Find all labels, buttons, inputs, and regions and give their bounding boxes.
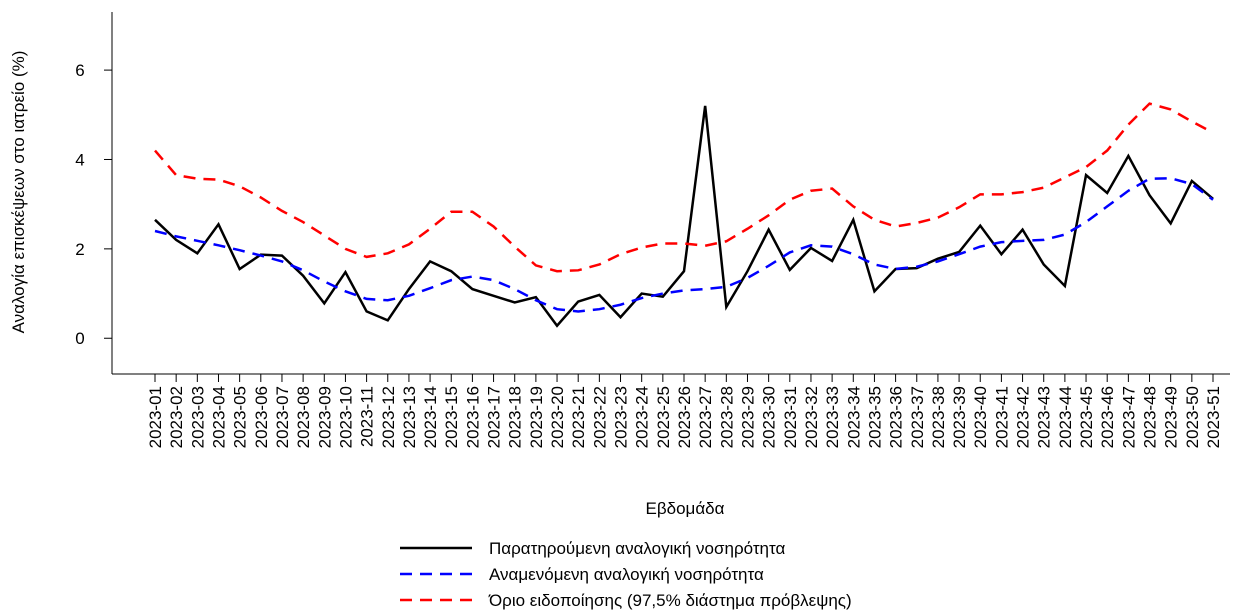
series-line (154, 105, 1214, 328)
x-tick-label: 2023-05 (231, 386, 250, 448)
x-tick-label: 2023-22 (590, 386, 609, 448)
x-tick-label: 2023-32 (802, 386, 821, 448)
y-axis-label: Αναλογία επισκέψεων στο ιατρείο (%) (9, 51, 28, 334)
x-tick-label: 2023-23 (612, 386, 631, 448)
x-tick-label: 2023-07 (273, 386, 292, 448)
y-tick-label: 6 (75, 61, 84, 80)
x-tick-label: 2023-12 (379, 386, 398, 448)
legend-label: Αναμενόμενη αναλογική νοσηρότητα (489, 565, 764, 584)
legend-label: Όριο ειδοποίησης (97,5% διάστημα πρόβλεψ… (488, 591, 852, 610)
x-tick-label: 2023-36 (887, 386, 906, 448)
y-tick-label: 2 (75, 240, 84, 259)
x-tick-label: 2023-08 (294, 386, 313, 448)
x-tick-label: 2023-45 (1077, 386, 1096, 448)
x-tick-label: 2023-26 (675, 386, 694, 448)
x-tick-label: 2023-38 (929, 386, 948, 448)
x-tick-label: 2023-37 (908, 386, 927, 448)
x-tick-label: 2023-41 (992, 386, 1011, 448)
series-line (154, 176, 1214, 313)
x-tick-label: 2023-19 (527, 386, 546, 448)
x-tick-label: 2023-29 (738, 386, 757, 448)
x-tick-label: 2023-11 (358, 386, 377, 447)
legend-label: Παρατηρούμενη αναλογική νοσηρότητα (489, 539, 785, 558)
x-tick-label: 2023-47 (1119, 386, 1138, 448)
x-tick-label: 2023-09 (315, 386, 334, 448)
x-tick-label: 2023-50 (1183, 386, 1202, 448)
x-tick-label: 2023-48 (1141, 386, 1160, 448)
x-tick-label: 2023-01 (146, 386, 165, 448)
x-tick-label: 2023-27 (696, 386, 715, 448)
x-tick-label: 2023-25 (654, 386, 673, 448)
x-axis-label: Εβδομάδα (646, 499, 725, 518)
x-tick-label: 2023-51 (1204, 386, 1223, 448)
x-tick-label: 2023-21 (569, 386, 588, 448)
x-tick-label: 2023-43 (1035, 386, 1054, 448)
series-line (154, 102, 1214, 273)
x-tick-label: 2023-39 (950, 386, 969, 448)
x-tick-label: 2023-49 (1162, 386, 1181, 448)
y-tick-label: 4 (75, 150, 84, 169)
x-tick-label: 2023-14 (421, 386, 440, 448)
x-tick-label: 2023-30 (760, 386, 779, 448)
x-tick-label: 2023-24 (633, 386, 652, 448)
x-tick-label: 2023-20 (548, 386, 567, 448)
x-tick-label: 2023-17 (485, 386, 504, 448)
x-tick-label: 2023-34 (844, 386, 863, 448)
x-tick-label: 2023-16 (463, 386, 482, 448)
x-tick-label: 2023-03 (188, 386, 207, 448)
x-tick-label: 2023-06 (252, 386, 271, 448)
x-tick-label: 2023-42 (1014, 386, 1033, 448)
x-tick-label: 2023-46 (1098, 386, 1117, 448)
x-tick-label: 2023-35 (865, 386, 884, 448)
x-tick-label: 2023-10 (336, 386, 355, 448)
x-tick-label: 2023-18 (506, 386, 525, 448)
x-tick-label: 2023-02 (167, 386, 186, 448)
x-tick-label: 2023-31 (781, 386, 800, 448)
x-tick-label: 2023-15 (442, 386, 461, 448)
x-tick-label: 2023-33 (823, 386, 842, 448)
x-tick-label: 2023-13 (400, 386, 419, 448)
y-tick-label: 0 (75, 329, 84, 348)
x-tick-label: 2023-04 (209, 386, 228, 448)
x-tick-label: 2023-28 (717, 386, 736, 448)
x-tick-label: 2023-44 (1056, 386, 1075, 448)
x-tick-label: 2023-40 (971, 386, 990, 448)
